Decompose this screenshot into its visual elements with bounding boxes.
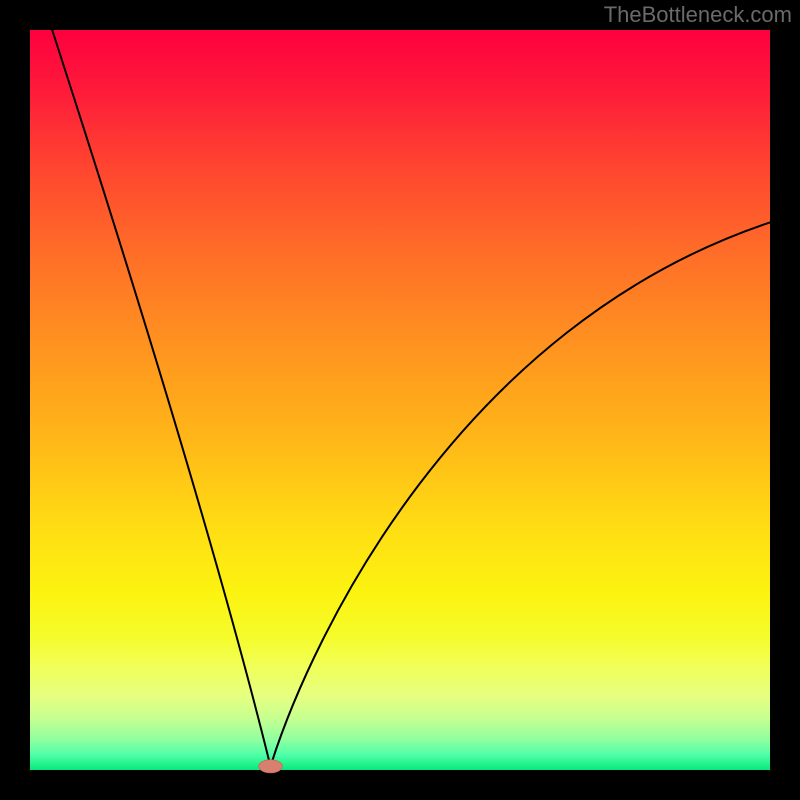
chart-root: TheBottleneck.com: [0, 0, 800, 800]
optimal-point-marker: [259, 760, 283, 773]
watermark-text: TheBottleneck.com: [604, 2, 792, 28]
bottleneck-chart: [0, 0, 800, 800]
plot-background: [30, 30, 770, 770]
